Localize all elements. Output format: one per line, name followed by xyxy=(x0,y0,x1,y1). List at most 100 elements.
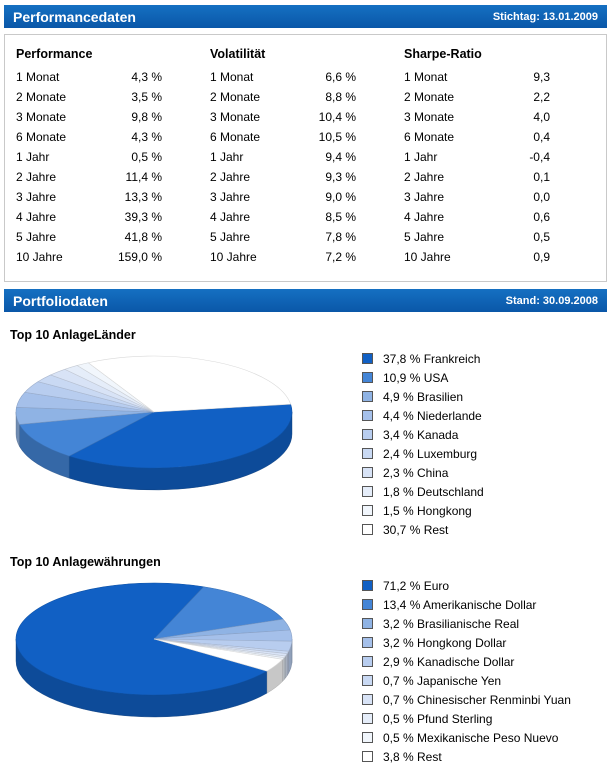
legend-item: 37,8 % Frankreich xyxy=(362,349,484,368)
row-value: 9,8 % xyxy=(131,110,162,124)
legend-label: 30,7 % Rest xyxy=(383,522,449,537)
legend-label: 2,3 % China xyxy=(383,465,449,480)
table-row: 3 Monate 4,0 xyxy=(404,107,550,127)
legend-item: 71,2 % Euro xyxy=(362,576,571,595)
legend-swatch xyxy=(362,410,373,421)
legend-item: 3,4 % Kanada xyxy=(362,425,484,444)
row-period-label: 10 Jahre xyxy=(210,250,257,264)
performance-table: Performance 1 Monat 4,3 % 2 Monate 3,5 % 3 Mo… xyxy=(4,34,607,282)
row-value: 9,3 xyxy=(533,70,550,84)
row-period-label: 5 Jahre xyxy=(16,230,57,244)
countries-legend: 37,8 % Frankreich 10,9 % USA 4,9 % Brasili… xyxy=(362,346,484,539)
row-period-label: 1 Jahr xyxy=(210,150,244,164)
row-period-label: 3 Jahre xyxy=(210,190,251,204)
volatility-column: Volatilität 1 Monat 6,6 % 2 Monate 8,8 % 3 Mo… xyxy=(210,47,356,267)
table-row: 2 Monate 8,8 % xyxy=(210,87,356,107)
countries-chart-title: Top 10 AnlageLänder xyxy=(10,328,136,342)
row-period-label: 2 Jahre xyxy=(16,170,57,184)
row-period-label: 3 Monate xyxy=(404,110,455,124)
row-period-label: 2 Jahre xyxy=(210,170,251,184)
table-row: 4 Jahre 39,3 % xyxy=(16,207,162,227)
pie-slice-side xyxy=(285,653,288,679)
pie-slice xyxy=(153,638,284,672)
row-period-label: 4 Jahre xyxy=(404,210,445,224)
table-row: 1 Jahr 9,4 % xyxy=(210,147,356,167)
table-row: 2 Monate 3,5 % xyxy=(16,87,162,107)
portfolio-as-of-date: Stand: 30.09.2008 xyxy=(505,294,598,307)
legend-swatch xyxy=(362,372,373,383)
table-row: 2 Jahre 9,3 % xyxy=(210,167,356,187)
countries-pie-chart xyxy=(15,355,293,491)
row-period-label: 1 Jahr xyxy=(404,150,438,164)
legend-item: 3,8 % Rest xyxy=(362,747,571,766)
performance-section-header: Performancedaten Stichtag: 13.01.2009 xyxy=(4,5,607,28)
legend-swatch xyxy=(362,524,373,535)
legend-swatch xyxy=(362,656,373,667)
legend-label: 0,7 % Chinesischer Renminbi Yuan xyxy=(383,692,571,707)
legend-item: 0,7 % Chinesischer Renminbi Yuan xyxy=(362,690,571,709)
row-period-label: 4 Jahre xyxy=(16,210,57,224)
currencies-pie-chart xyxy=(15,582,293,718)
row-value: 4,3 % xyxy=(131,130,162,144)
legend-swatch xyxy=(362,618,373,629)
row-period-label: 1 Monat xyxy=(404,70,448,84)
legend-swatch xyxy=(362,637,373,648)
row-value: 13,3 % xyxy=(124,190,162,204)
column-header: Performance xyxy=(16,47,93,61)
table-row: 2 Jahre 0,1 xyxy=(404,167,550,187)
legend-item: 10,9 % USA xyxy=(362,368,484,387)
legend-label: 10,9 % USA xyxy=(383,370,449,385)
table-row: 6 Monate 4,3 % xyxy=(16,127,162,147)
row-value: 2,2 xyxy=(533,90,550,104)
row-value: 7,8 % xyxy=(325,230,356,244)
row-period-label: 5 Jahre xyxy=(404,230,445,244)
legend-item: 4,9 % Brasilien xyxy=(362,387,484,406)
row-period-label: 3 Jahre xyxy=(404,190,445,204)
legend-swatch xyxy=(362,675,373,686)
row-period-label: 6 Monate xyxy=(404,130,455,144)
row-value: 4,3 % xyxy=(131,70,162,84)
row-period-label: 3 Jahre xyxy=(16,190,57,204)
legend-label: 0,7 % Japanische Yen xyxy=(383,673,502,688)
row-value: 9,0 % xyxy=(325,190,356,204)
row-value: 0,5 % xyxy=(131,150,162,164)
currencies-chart-row: 71,2 % Euro 13,4 % Amerikanische Dollar 3,… xyxy=(4,573,607,766)
row-period-label: 1 Monat xyxy=(16,70,60,84)
row-value: 159,0 % xyxy=(117,250,162,264)
portfolio-section-header: Portfoliodaten Stand: 30.09.2008 xyxy=(4,289,607,312)
table-row: 4 Jahre 8,5 % xyxy=(210,207,356,227)
legend-item: 0,5 % Mexikanische Peso Nuevo xyxy=(362,728,571,747)
legend-swatch xyxy=(362,486,373,497)
legend-item: 3,2 % Brasilianische Real xyxy=(362,614,571,633)
row-value: 0,5 xyxy=(533,230,550,244)
legend-label: 2,9 % Kanadische Dollar xyxy=(383,654,515,669)
row-value: 39,3 % xyxy=(124,210,162,224)
row-value: 10,5 % xyxy=(318,130,356,144)
row-period-label: 1 Monat xyxy=(210,70,254,84)
legend-swatch xyxy=(362,599,373,610)
table-row: 5 Jahre 7,8 % xyxy=(210,227,356,247)
row-value: 0,0 xyxy=(533,190,550,204)
sharpe-ratio-column: Sharpe-Ratio 1 Monat 9,3 2 Monate 2,2 3 Monat… xyxy=(404,47,550,267)
legend-label: 0,5 % Mexikanische Peso Nuevo xyxy=(383,730,559,745)
legend-item: 30,7 % Rest xyxy=(362,520,484,539)
legend-item: 13,4 % Amerikanische Dollar xyxy=(362,595,571,614)
pie-slice-side xyxy=(282,657,285,682)
currencies-chart-title: Top 10 Anlagewährungen xyxy=(10,555,161,569)
legend-swatch xyxy=(362,732,373,743)
legend-item: 4,4 % Niederlande xyxy=(362,406,484,425)
table-row: 10 Jahre 7,2 % xyxy=(210,247,356,267)
legend-swatch xyxy=(362,391,373,402)
pie-slice xyxy=(153,586,284,640)
legend-item: 0,5 % Pfund Sterling xyxy=(362,709,571,728)
legend-swatch xyxy=(362,448,373,459)
table-row: 5 Jahre 41,8 % xyxy=(16,227,162,247)
legend-label: 3,2 % Hongkong Dollar xyxy=(383,635,507,650)
pie-slice xyxy=(15,582,268,696)
table-row: 3 Monate 9,8 % xyxy=(16,107,162,127)
row-period-label: 2 Jahre xyxy=(404,170,445,184)
row-period-label: 1 Jahr xyxy=(16,150,50,164)
pie-slice xyxy=(18,411,155,457)
table-row: 2 Jahre 11,4 % xyxy=(16,167,162,187)
legend-label: 71,2 % Euro xyxy=(383,578,450,593)
